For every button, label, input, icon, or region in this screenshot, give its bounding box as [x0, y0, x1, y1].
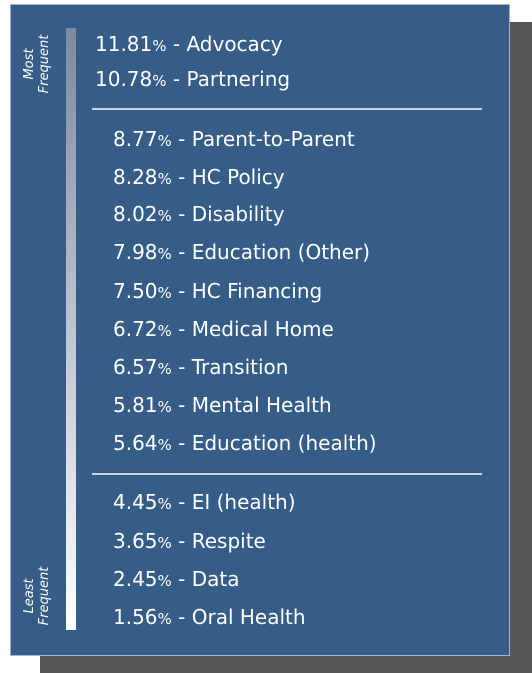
scale-top: Most Frequent	[22, 28, 52, 100]
list-item: 8.02% - Disability	[113, 202, 284, 228]
item-text: - HC Policy	[171, 165, 285, 189]
item-unit: %	[157, 398, 172, 416]
item-text: - Data	[171, 567, 240, 591]
item-value: 2.45	[113, 567, 158, 591]
list-item: 3.65% - Respite	[113, 529, 266, 555]
divider	[92, 473, 482, 475]
item-value: 8.77	[113, 127, 158, 151]
item-unit: %	[157, 132, 172, 150]
frequency-bar	[66, 28, 76, 630]
list-item: 7.50% - HC Financing	[113, 279, 322, 305]
item-text: - Medical Home	[171, 317, 334, 341]
scale-top-label: Most Frequent	[22, 34, 52, 94]
list-item: 8.28% - HC Policy	[113, 165, 285, 191]
item-value: 7.50	[113, 279, 158, 303]
item-unit: %	[157, 495, 172, 513]
item-unit: %	[157, 207, 172, 225]
item-value: 8.28	[113, 165, 158, 189]
item-value: 5.64	[113, 431, 158, 455]
item-text: - Education (health)	[171, 431, 377, 455]
scale-bottom-label: Least Frequent	[22, 566, 52, 626]
item-unit: %	[157, 170, 172, 188]
list-item: 8.77% - Parent-to-Parent	[113, 127, 355, 153]
item-unit: %	[157, 436, 172, 454]
item-text: - EI (health)	[171, 490, 296, 514]
list-item: 5.64% - Education (health)	[113, 431, 377, 457]
item-unit: %	[157, 572, 172, 590]
item-unit: %	[157, 360, 172, 378]
item-unit: %	[157, 245, 172, 263]
list-item: 1.56% - Oral Health	[113, 605, 306, 631]
item-text: - HC Financing	[171, 279, 323, 303]
list-item: 2.45% - Data	[113, 567, 239, 593]
item-value: 4.45	[113, 490, 158, 514]
item-unit: %	[152, 72, 167, 90]
item-text: - Transition	[171, 355, 289, 379]
item-unit: %	[152, 37, 167, 55]
item-value: 6.57	[113, 355, 158, 379]
scale-bottom: Least Frequent	[22, 560, 52, 632]
item-value: 1.56	[113, 605, 158, 629]
item-text: - Disability	[171, 202, 285, 226]
item-text: - Parent-to-Parent	[171, 127, 355, 151]
item-text: - Mental Health	[171, 393, 332, 417]
item-value: 6.72	[113, 317, 158, 341]
divider	[92, 108, 482, 110]
item-unit: %	[157, 534, 172, 552]
item-value: 5.81	[113, 393, 158, 417]
item-value: 8.02	[113, 202, 158, 226]
item-text: - Respite	[171, 529, 266, 553]
item-value: 3.65	[113, 529, 158, 553]
panel	[10, 4, 510, 656]
list-item: 11.81% - Advocacy	[95, 32, 283, 58]
item-unit: %	[157, 610, 172, 628]
list-item: 7.98% - Education (Other)	[113, 240, 370, 266]
item-value: 10.78	[95, 67, 153, 91]
list-item: 6.57% - Transition	[113, 355, 288, 381]
item-unit: %	[157, 322, 172, 340]
item-text: - Oral Health	[171, 605, 306, 629]
item-value: 7.98	[113, 240, 158, 264]
item-text: - Education (Other)	[171, 240, 371, 264]
item-text: - Partnering	[166, 67, 291, 91]
list-item: 5.81% - Mental Health	[113, 393, 332, 419]
item-value: 11.81	[95, 32, 153, 56]
item-unit: %	[157, 284, 172, 302]
list-item: 6.72% - Medical Home	[113, 317, 334, 343]
item-text: - Advocacy	[166, 32, 283, 56]
list-item: 4.45% - EI (health)	[113, 490, 296, 516]
list-item: 10.78% - Partnering	[95, 67, 290, 93]
